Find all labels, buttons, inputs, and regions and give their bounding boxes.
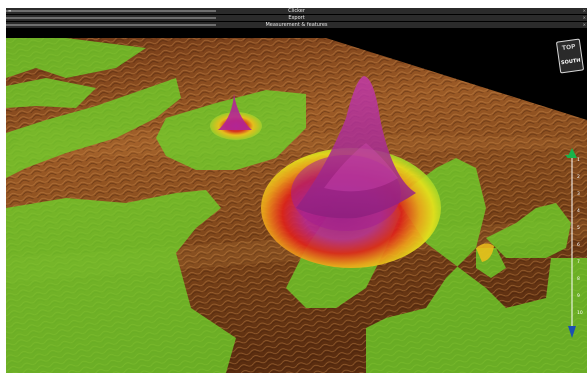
export-label: Export (288, 15, 305, 21)
depth-scale (565, 148, 577, 338)
compass-top-label: TOP (561, 43, 577, 52)
depth-tick-label: 6 (577, 243, 580, 248)
measurement-bar[interactable]: Measurement & features × (6, 22, 587, 29)
menu-icon[interactable]: ≡ (8, 8, 12, 13)
depth-tick-label: 2 (577, 175, 580, 180)
3d-terrain-view[interactable] (6, 8, 587, 373)
clicker-bar[interactable]: ≡ Clicker × (6, 8, 587, 15)
depth-tick-label: 8 (577, 277, 580, 282)
small-peak (210, 94, 262, 140)
close-icon[interactable]: × (582, 8, 586, 13)
depth-tick-label: 3 (577, 192, 580, 197)
export-bar[interactable]: Export × (6, 15, 587, 22)
clicker-label: Clicker (288, 8, 305, 14)
close-icon[interactable]: × (582, 15, 586, 20)
compass-south-label: SOUTH (560, 57, 581, 67)
orientation-cube[interactable]: TOP SOUTH (555, 38, 585, 74)
depth-tick-label: 4 (577, 209, 580, 214)
depth-tick-label: 7 (577, 260, 580, 265)
depth-tick-label: 5 (577, 226, 580, 231)
large-peak (261, 76, 441, 268)
measurement-label: Measurement & features (265, 22, 328, 28)
viewer-window: ≡ Clicker × Export × Measurement & featu… (6, 8, 587, 373)
depth-tick-label: 1 (577, 158, 580, 163)
close-icon[interactable]: × (582, 22, 586, 27)
depth-tick-label: 9 (577, 294, 580, 299)
depth-tick-label: 10 (577, 311, 583, 316)
